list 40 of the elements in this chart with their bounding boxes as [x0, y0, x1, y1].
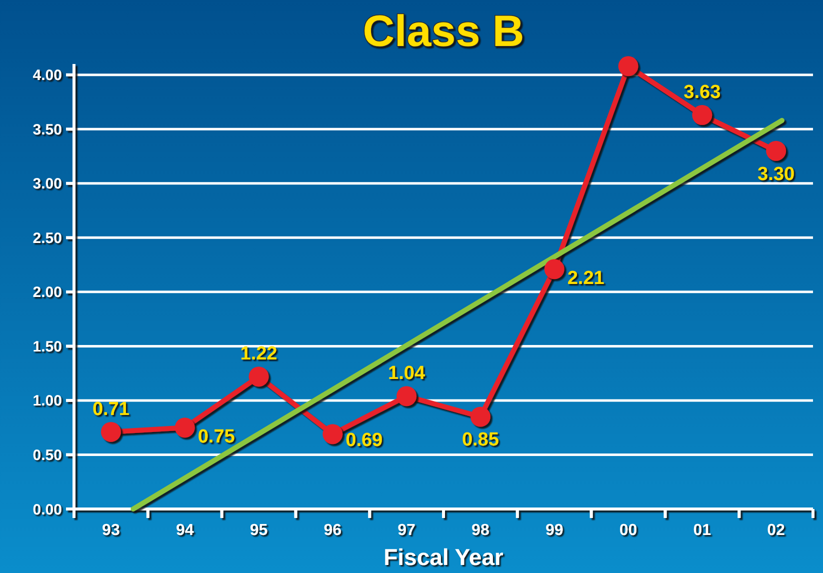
- y-tick-label: 1.00: [32, 392, 62, 410]
- x-tick-label: 95: [250, 522, 268, 539]
- point: [618, 56, 638, 76]
- point: [248, 366, 269, 387]
- y-tick-label: 3.50: [32, 121, 62, 138]
- point: [470, 406, 490, 427]
- point: [174, 418, 195, 438]
- x-tick-label: 97: [398, 522, 416, 539]
- point: [100, 422, 121, 442]
- y-tick-label: 3.00: [32, 176, 62, 193]
- data-label: 3.63: [684, 82, 721, 104]
- y-tick-label: 0.00: [32, 501, 62, 518]
- point: [692, 105, 712, 126]
- data-label: 0.75: [198, 426, 236, 448]
- data-label: 2.21: [567, 268, 605, 290]
- point: [766, 140, 786, 161]
- x-tick-label: 02: [767, 522, 786, 539]
- y-tick-label: 4.00: [32, 67, 62, 84]
- point: [544, 259, 564, 280]
- y-tick-label: 0.50: [32, 446, 62, 464]
- data-label: 0.85: [462, 430, 500, 451]
- y-tick-label: 2.50: [32, 230, 62, 247]
- data-label: 0.69: [346, 430, 383, 452]
- x-tick-label: 99: [545, 522, 564, 539]
- x-tick-label: 93: [102, 522, 120, 539]
- x-tick-label: 96: [324, 522, 342, 539]
- point: [322, 424, 343, 444]
- x-tick-label: 00: [619, 522, 638, 539]
- chart-title: Class B: [362, 7, 524, 56]
- point: [396, 386, 417, 406]
- data-label: 1.22: [240, 344, 278, 365]
- x-tick-label: 94: [176, 522, 194, 539]
- data-label: 0.71: [92, 398, 130, 420]
- x-axis-title: Fiscal Year: [384, 544, 504, 570]
- data-label: 1.04: [388, 363, 426, 384]
- y-tick-label: 1.50: [32, 338, 62, 356]
- x-tick-label: 98: [472, 522, 490, 539]
- data-label: 3.30: [758, 164, 795, 185]
- y-tick-label: 2.00: [32, 284, 62, 302]
- x-tick-label: 01: [693, 522, 712, 539]
